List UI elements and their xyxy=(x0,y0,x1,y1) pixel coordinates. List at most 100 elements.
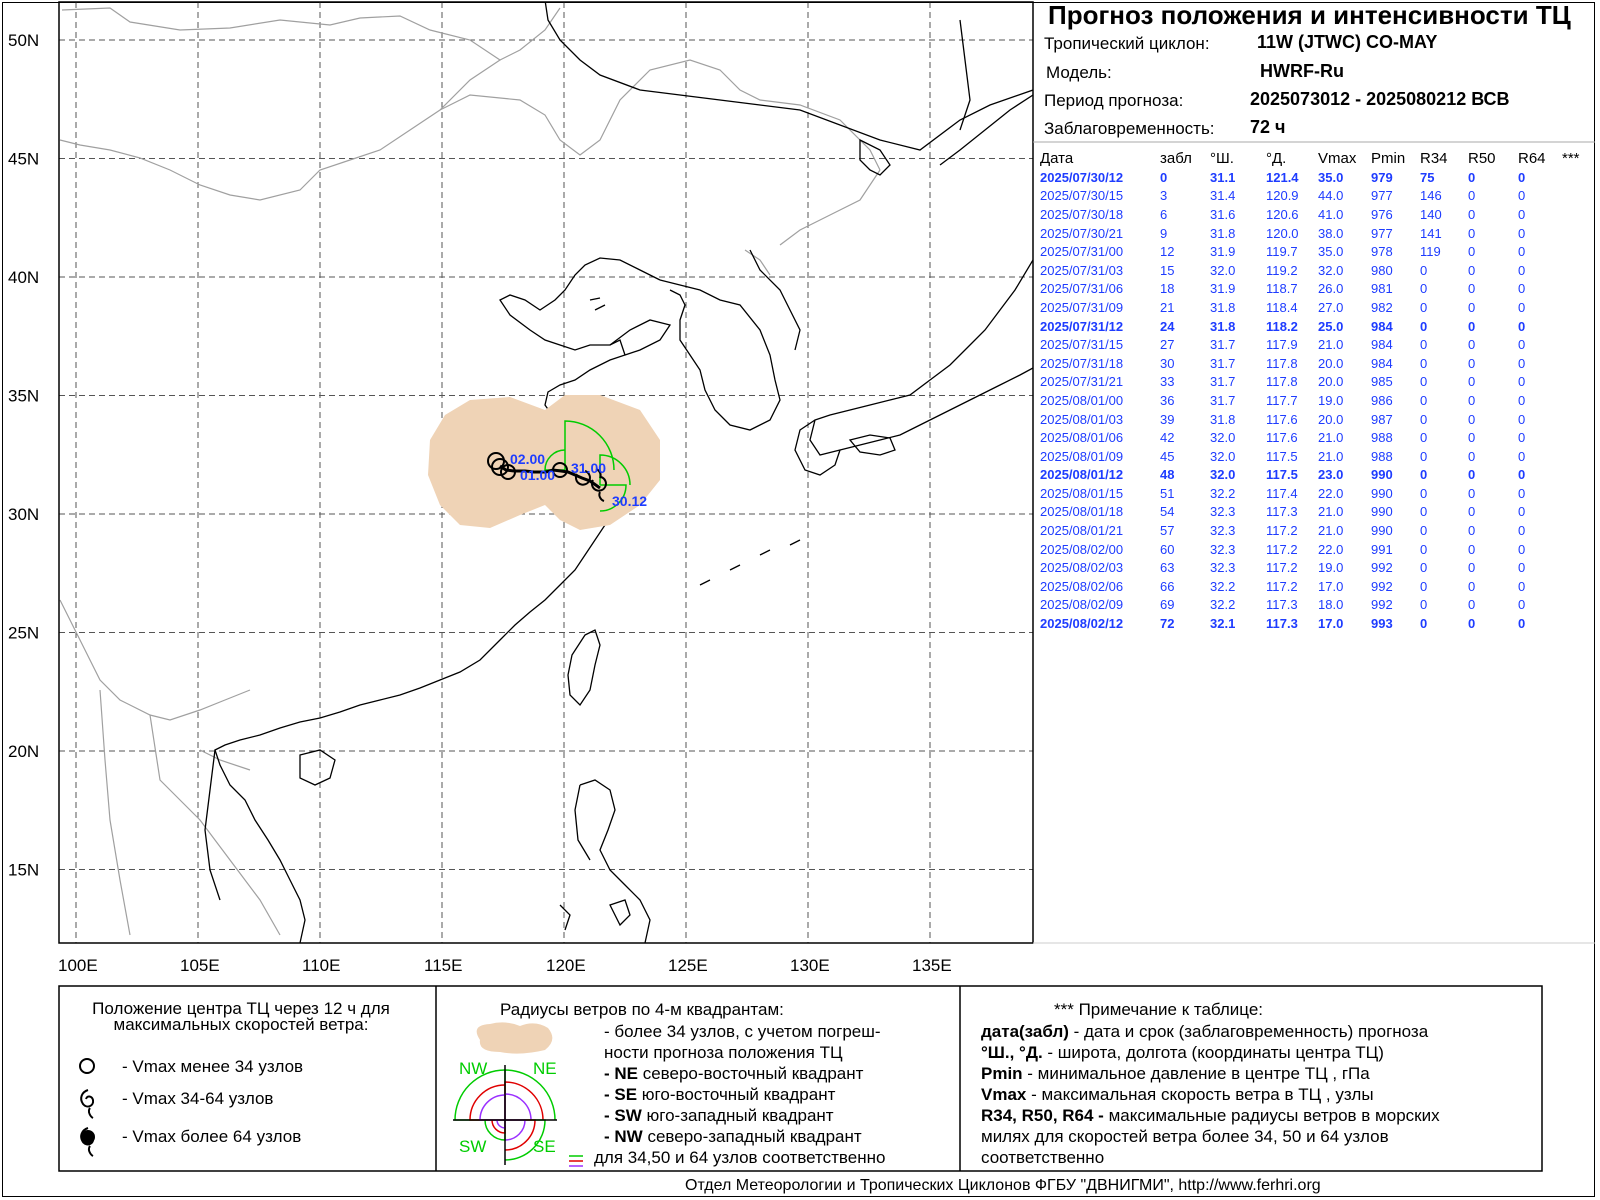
table-cell-pmin: 980 xyxy=(1371,262,1393,278)
table-cell-date: 2025/08/02/06 xyxy=(1040,578,1124,594)
table-cell-date: 2025/08/01/15 xyxy=(1040,485,1124,501)
legend-right-line: °Ш., °Д. - широта, долгота (координаты ц… xyxy=(981,1043,1384,1062)
table-cell-r50: 0 xyxy=(1468,225,1476,241)
table-cell-lead: 12 xyxy=(1160,244,1175,260)
table-cell-lead: 39 xyxy=(1160,411,1175,427)
table-cell-lat: 32.3 xyxy=(1210,523,1236,539)
lon-label: 125E xyxy=(668,956,708,975)
table-cell-lead: 30 xyxy=(1160,355,1175,371)
table-cell-vmax: 17.0 xyxy=(1318,578,1344,594)
table-cell-lon: 117.3 xyxy=(1266,616,1298,632)
table-cell-r34: 0 xyxy=(1420,318,1428,334)
r34-uncertainty-area xyxy=(428,395,660,530)
table-cell-pmin: 976 xyxy=(1371,206,1393,222)
table-row: 2025/08/02/09 69 32.2 117.3 18.0 992 0 0 0 xyxy=(1040,596,1592,615)
lon-label: 100E xyxy=(58,956,98,975)
table-cell-lon: 117.3 xyxy=(1266,597,1298,613)
table-cell-lead: 42 xyxy=(1160,430,1175,446)
lon-label: 130E xyxy=(790,956,830,975)
table-cell-lat: 31.6 xyxy=(1210,206,1236,222)
table-cell-lon: 120.0 xyxy=(1266,225,1299,241)
table-cell-pmin: 991 xyxy=(1371,541,1393,557)
table-cell-date: 2025/08/01/03 xyxy=(1040,411,1124,427)
table-cell-lat: 32.3 xyxy=(1210,504,1236,520)
table-cell-r50: 0 xyxy=(1468,355,1476,371)
table-cell-lon: 117.7 xyxy=(1266,392,1298,408)
table-cell-r64: 0 xyxy=(1518,281,1526,297)
table-cell-r50: 0 xyxy=(1468,597,1476,613)
table-header: Дата забл °Ш. °Д. Vmax Pmin R34 R50 R64 *** xyxy=(1040,148,1592,168)
table-cell-lon: 119.2 xyxy=(1266,262,1298,278)
table-row: 2025/07/31/18 30 31.7 117.8 20.0 984 0 0 0 xyxy=(1040,354,1592,373)
table-cell-vmax: 35.0 xyxy=(1318,244,1344,260)
table-cell-r50: 0 xyxy=(1468,411,1476,427)
r34-quadrants xyxy=(544,420,631,512)
table-cell-r50: 0 xyxy=(1468,523,1476,539)
table-cell-r64: 0 xyxy=(1518,560,1526,576)
table-cell-lon: 117.4 xyxy=(1266,485,1298,501)
table-cell-r64: 0 xyxy=(1518,225,1526,241)
table-row: 2025/08/02/12 72 32.1 117.3 17.0 993 0 0 0 xyxy=(1040,614,1592,633)
table-cell-lon: 117.9 xyxy=(1266,337,1298,353)
table-cell-r64: 0 xyxy=(1518,188,1526,204)
table-cell-vmax: 17.0 xyxy=(1318,616,1344,632)
table-cell-vmax: 21.0 xyxy=(1318,504,1344,520)
legend-mid-line: - SE юго-восточный квадрант xyxy=(604,1085,836,1104)
table-cell-r64: 0 xyxy=(1518,467,1526,483)
lat-label: 25N xyxy=(8,624,39,643)
table-cell-date: 2025/08/01/06 xyxy=(1040,430,1124,446)
table-cell-lat: 31.9 xyxy=(1210,244,1236,260)
table-row: 2025/07/31/06 18 31.9 118.7 26.0 981 0 0 0 xyxy=(1040,280,1592,299)
table-row: 2025/07/31/21 33 31.7 117.8 20.0 985 0 0 0 xyxy=(1040,373,1592,392)
table-cell-pmin: 993 xyxy=(1371,616,1393,632)
table-cell-date: 2025/07/31/18 xyxy=(1040,355,1124,371)
table-cell-lat: 31.8 xyxy=(1210,299,1236,315)
legend-left-title: Положение центра ТЦ через 12 ч для макси… xyxy=(92,999,390,1034)
table-cell-lead: 54 xyxy=(1160,504,1175,520)
table-cell-lat: 31.8 xyxy=(1210,225,1236,241)
table-cell-lat: 31.8 xyxy=(1210,318,1236,334)
table-cell-r50: 0 xyxy=(1468,392,1476,408)
country-borders xyxy=(59,7,881,936)
table-cell-r64: 0 xyxy=(1518,523,1526,539)
table-cell-lead: 60 xyxy=(1160,541,1175,557)
table-cell-r34: 0 xyxy=(1420,411,1428,427)
legend-item: - Vmax 34-64 узлов xyxy=(122,1089,274,1108)
legend-right-line: соответственно xyxy=(981,1148,1105,1167)
footer-credit: Отдел Метеорологии и Тропических Циклоно… xyxy=(685,1177,1321,1194)
lon-label: 105E xyxy=(180,956,220,975)
legend-right-line: милях для скоростей ветра более 34, 50 и… xyxy=(981,1127,1389,1146)
column-header: Vmax xyxy=(1318,149,1357,167)
table-cell-lead: 3 xyxy=(1160,188,1168,204)
table-cell-r34: 0 xyxy=(1420,299,1428,315)
table-cell-r64: 0 xyxy=(1518,485,1526,501)
legend-item: - Vmax менее 34 узлов xyxy=(122,1057,304,1076)
table-row: 2025/08/02/00 60 32.3 117.2 22.0 991 0 0 0 xyxy=(1040,540,1592,559)
table-cell-vmax: 20.0 xyxy=(1318,355,1344,371)
table-cell-r34: 146 xyxy=(1420,188,1442,204)
table-cell-date: 2025/08/02/03 xyxy=(1040,560,1124,576)
table-cell-pmin: 990 xyxy=(1371,467,1393,483)
table-cell-pmin: 984 xyxy=(1371,355,1393,371)
table-cell-date: 2025/07/31/21 xyxy=(1040,374,1124,390)
table-cell-date: 2025/07/30/21 xyxy=(1040,225,1124,241)
column-header: Дата xyxy=(1040,149,1074,167)
table-cell-lat: 32.2 xyxy=(1210,485,1236,501)
table-cell-r64: 0 xyxy=(1518,430,1526,446)
table-cell-lead: 72 xyxy=(1160,616,1175,632)
table-cell-r34: 0 xyxy=(1420,504,1428,520)
table-cell-r50: 0 xyxy=(1468,244,1476,260)
table-cell-r50: 0 xyxy=(1468,541,1476,557)
table-cell-date: 2025/08/01/12 xyxy=(1040,467,1124,483)
table-cell-r64: 0 xyxy=(1518,244,1526,260)
period-value: 2025073012 - 2025080212 ВСВ xyxy=(1250,89,1510,109)
table-cell-r34: 0 xyxy=(1420,578,1428,594)
table-cell-date: 2025/07/31/06 xyxy=(1040,281,1124,297)
table-cell-vmax: 18.0 xyxy=(1318,597,1344,613)
table-cell-lon: 117.2 xyxy=(1266,578,1298,594)
table-cell-date: 2025/07/30/12 xyxy=(1040,169,1124,185)
table-cell-lead: 24 xyxy=(1160,318,1175,334)
table-cell-r64: 0 xyxy=(1518,262,1526,278)
lon-label: 110E xyxy=(302,956,340,975)
table-cell-vmax: 21.0 xyxy=(1318,523,1344,539)
